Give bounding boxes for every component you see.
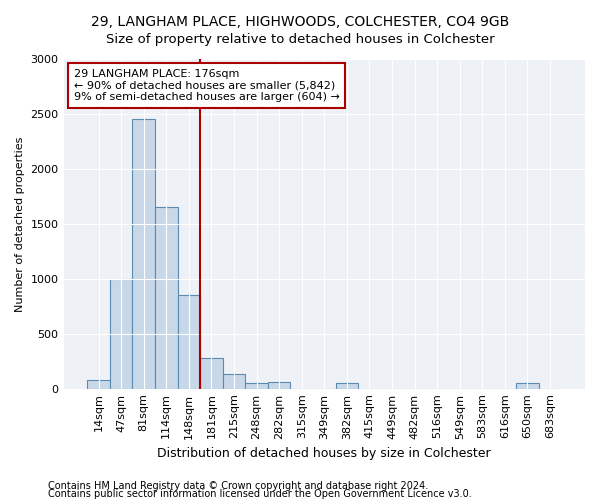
Text: Size of property relative to detached houses in Colchester: Size of property relative to detached ho… — [106, 32, 494, 46]
Bar — [335, 382, 358, 388]
Text: 29 LANGHAM PLACE: 176sqm
← 90% of detached houses are smaller (5,842)
9% of semi: 29 LANGHAM PLACE: 176sqm ← 90% of detach… — [74, 69, 340, 102]
Text: Contains public sector information licensed under the Open Government Licence v3: Contains public sector information licen… — [48, 489, 472, 499]
X-axis label: Distribution of detached houses by size in Colchester: Distribution of detached houses by size … — [157, 447, 491, 460]
Bar — [133, 120, 155, 388]
Bar — [516, 382, 539, 388]
Text: Contains HM Land Registry data © Crown copyright and database right 2024.: Contains HM Land Registry data © Crown c… — [48, 481, 428, 491]
Bar — [245, 382, 268, 388]
Bar — [110, 279, 133, 388]
Text: 29, LANGHAM PLACE, HIGHWOODS, COLCHESTER, CO4 9GB: 29, LANGHAM PLACE, HIGHWOODS, COLCHESTER… — [91, 15, 509, 29]
Bar — [223, 374, 245, 388]
Bar — [200, 358, 223, 388]
Bar — [178, 296, 200, 388]
Bar — [268, 382, 290, 388]
Bar — [155, 208, 178, 388]
Y-axis label: Number of detached properties: Number of detached properties — [15, 136, 25, 312]
Bar — [87, 380, 110, 388]
